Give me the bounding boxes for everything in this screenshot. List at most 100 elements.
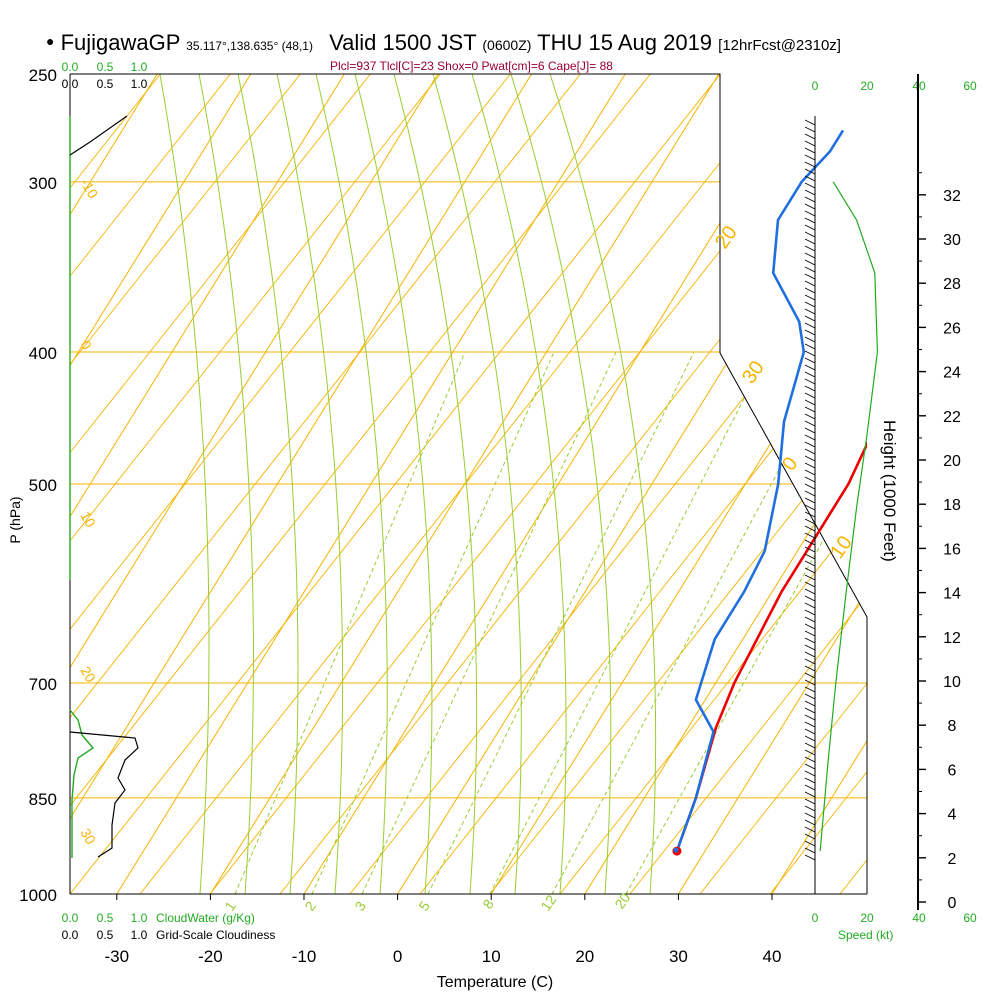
moist-adiabat-line (354, 74, 433, 894)
moist-adiabat-line (432, 74, 522, 894)
dewpoint-profile-line (675, 129, 845, 852)
wind-barb (804, 133, 816, 140)
wind-barb (804, 455, 816, 462)
dry-adiabat-line (699, 74, 867, 894)
wind-barb (804, 574, 816, 581)
wind-barb (804, 392, 816, 399)
valid-zulu: (0600Z) (482, 37, 532, 53)
wind-barb (804, 665, 816, 672)
isotherm-label: 10 (77, 509, 99, 531)
wind-barb (804, 644, 816, 651)
cloud-water-label: CloudWater (g/Kg) (156, 911, 255, 925)
wind-barb (804, 385, 816, 392)
sounding-profiles (672, 129, 867, 856)
wind-barb (804, 679, 816, 686)
isotherm-line (70, 74, 345, 894)
temperature-tick-label: -30 (105, 947, 130, 966)
dry-adiabat-line (70, 74, 731, 894)
wind-barb (804, 847, 816, 854)
wind-barb (804, 763, 816, 770)
wind-barb (804, 595, 816, 602)
wind-barb (804, 238, 816, 245)
speed-tick-bottom: 40 (912, 911, 926, 925)
wind-barb (804, 196, 816, 203)
isotherm-line (771, 74, 867, 894)
height-axis-title: Height (1000 Feet) (880, 420, 899, 562)
cloudiness-scale-top: 0.5 (97, 77, 114, 91)
wind-barb (804, 700, 816, 707)
valid-date: THU 15 Aug 2019 (537, 30, 713, 55)
pressure-tick-label: 500 (29, 476, 57, 495)
cloudiness-scale-bottom: 0.5 (97, 928, 114, 942)
temperature-tick-label: 40 (763, 947, 782, 966)
isotherm-label: 20 (77, 664, 99, 686)
cloud-water-line (69, 709, 95, 858)
height-tick-label: 14 (943, 586, 961, 603)
wind-barb (804, 441, 816, 448)
wind-barb (804, 777, 816, 784)
mixing-ratio-line (361, 351, 617, 894)
dry-adiabat-line (70, 74, 867, 894)
temperature-tick-label: 30 (669, 947, 688, 966)
wind-barb (804, 721, 816, 728)
moist-adiabat-line (315, 74, 388, 894)
speed-tick-top: 20 (860, 79, 874, 93)
dry-adiabat-line (839, 74, 867, 894)
dry-adiabat-line (70, 74, 867, 894)
height-tick-label: 6 (948, 762, 957, 779)
wind-barb (804, 525, 816, 532)
wind-barb (804, 371, 816, 378)
temperature-axis-title: Temperature (C) (437, 974, 553, 991)
wind-barb (804, 476, 816, 483)
wind-barb (804, 189, 816, 196)
wind-barb (804, 203, 816, 210)
forecast-info: [12hrFcst@2310z] (718, 37, 841, 54)
moist-adiabat-line (159, 74, 210, 894)
isotherm-line (70, 74, 252, 894)
wind-barb (804, 581, 816, 588)
height-tick-label: 28 (943, 276, 961, 293)
dry-adiabat-line (980, 0, 1000, 894)
wind-barb (804, 511, 816, 518)
wind-barb (804, 504, 816, 511)
wind-barb (804, 602, 816, 609)
cloud-water-scale-top: 1.0 (131, 60, 148, 74)
wind-barb (804, 588, 816, 595)
wind-barb (804, 567, 816, 574)
wind-barb (804, 791, 816, 798)
speed-tick-top: 40 (912, 79, 926, 93)
cloudiness-label: Grid-Scale Cloudiness (156, 928, 275, 942)
moist-adiabat-line (237, 74, 299, 894)
cloudiness-scale-bottom: 1.0 (131, 928, 148, 942)
dry-adiabat-line (419, 74, 867, 894)
isotherm-label: 10 (826, 532, 857, 563)
speed-label: Speed (kt) (838, 928, 893, 942)
dry-adiabat-line (139, 74, 867, 894)
wind-barb (804, 462, 816, 469)
pressure-axis-title: P (hPa) (7, 496, 23, 543)
wind-barb (804, 630, 816, 637)
wind-barb (804, 497, 816, 504)
wind-barb (804, 756, 816, 763)
moist-adiabat-line (549, 74, 657, 894)
wind-barb (804, 301, 816, 308)
cloud-water-scale-bottom: 0.0 (62, 911, 79, 925)
wind-barb (804, 812, 816, 819)
wind-barb (804, 553, 816, 560)
wind-barb (804, 840, 816, 847)
wind-barb (804, 819, 816, 826)
temperature-tick-label: -10 (292, 947, 317, 966)
pressure-tick-label: 1000 (19, 886, 57, 905)
height-tick-label: 24 (943, 365, 961, 382)
height-tick-label: 20 (943, 453, 961, 470)
dry-adiabat-line (70, 74, 867, 894)
mixing-ratio-line (625, 351, 867, 894)
wind-panel: 00202040406060Speed (kt) (804, 79, 977, 942)
isotherm-line (70, 74, 439, 894)
temperature-tick-label: 0 (393, 947, 402, 966)
moist-adiabat-line (510, 74, 612, 894)
mixing-ratio-line (234, 351, 466, 894)
height-tick-label: 18 (943, 497, 961, 514)
wind-barb (804, 224, 816, 231)
